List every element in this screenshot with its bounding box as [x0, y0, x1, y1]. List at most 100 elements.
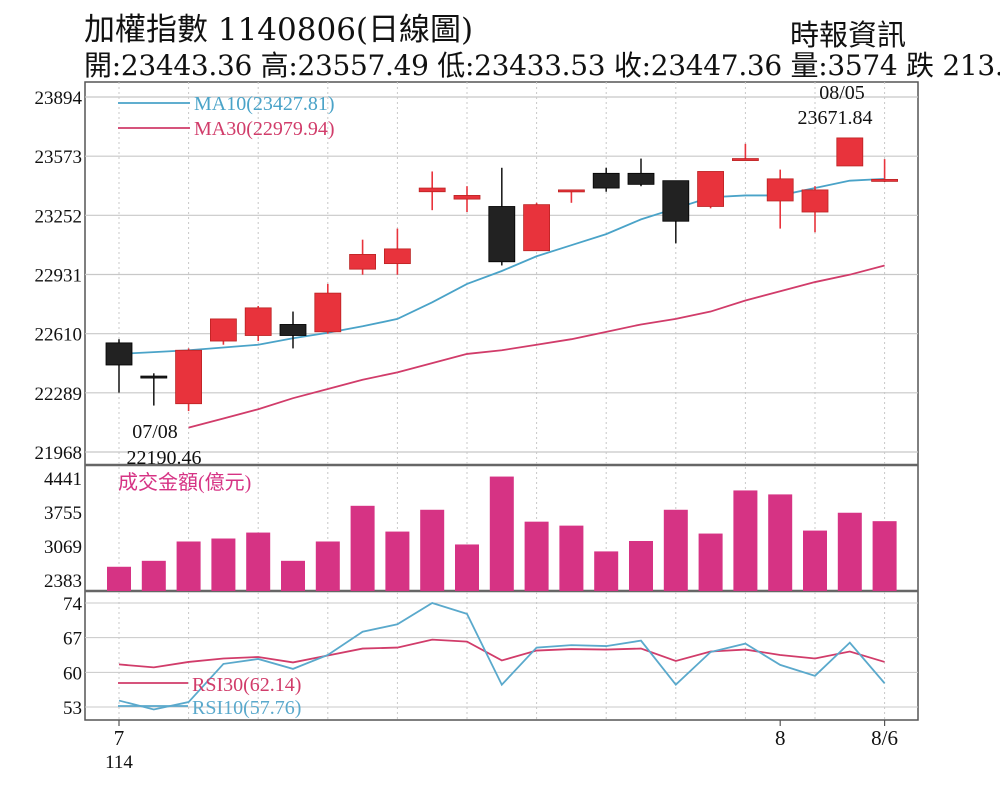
candle — [140, 373, 168, 406]
candle-body — [349, 254, 377, 270]
candle — [662, 180, 690, 244]
volume-bar — [246, 532, 271, 591]
volume-bar — [524, 521, 549, 591]
ma30-line — [188, 264, 885, 429]
plot-frame — [84, 81, 919, 721]
ohlc-summary: 開:23443.36 高:23557.49 低:23433.53 收:23447… — [84, 49, 1000, 82]
rsi10-legend-label: RSI10(57.76) — [192, 697, 301, 719]
candle-body — [662, 180, 690, 222]
volume-bar — [385, 531, 410, 591]
candle-body — [558, 189, 585, 193]
volume-bar — [837, 512, 862, 591]
price-tick-label: 22289 — [35, 384, 83, 405]
candle-body — [592, 172, 620, 189]
price-tick-label: 23252 — [35, 206, 83, 227]
candle-body — [209, 318, 237, 342]
volume-bar — [315, 541, 340, 591]
candle-body — [279, 324, 307, 336]
candle — [801, 186, 829, 233]
volume-bar — [629, 540, 653, 591]
candle — [871, 159, 898, 182]
candle — [349, 239, 377, 275]
candle — [314, 283, 342, 334]
candle-body — [105, 342, 133, 366]
volume-title: 成交金額(億元) — [118, 471, 251, 494]
candle — [523, 202, 550, 252]
candle — [383, 228, 411, 275]
price-tick-label: 22610 — [35, 325, 83, 346]
candle-body — [175, 349, 203, 405]
volume-tick-label: 3069 — [44, 537, 82, 558]
volume-bar — [350, 505, 375, 591]
volume-tick-label: 3755 — [44, 503, 82, 524]
volume-bar — [559, 525, 584, 591]
candle-body — [697, 171, 724, 207]
low-date-label: 07/08 — [132, 421, 178, 443]
candle-body — [488, 206, 516, 263]
x-axis-label: 8/6 — [871, 726, 898, 750]
candle-body — [871, 178, 898, 182]
ma10-legend-label: MA10(23427.81) — [194, 93, 335, 115]
rsi-tick-label: 53 — [63, 698, 82, 719]
x-axis-year-label: 114 — [105, 752, 133, 773]
volume-bar — [281, 560, 305, 591]
high-date-label: 08/05 — [819, 82, 865, 104]
candle — [279, 311, 307, 349]
volume-bar — [872, 521, 897, 591]
rsi10-line — [118, 602, 886, 711]
volume-bar — [733, 490, 758, 591]
candle-body — [627, 172, 655, 185]
candle-body — [836, 137, 864, 167]
price-tick-label: 22931 — [35, 266, 83, 287]
ma30-legend-label: MA30(22979.94) — [194, 118, 335, 140]
candle — [836, 137, 864, 167]
candle-body — [314, 292, 342, 333]
volume-bar — [455, 544, 479, 591]
candle — [244, 306, 272, 342]
low-value-label: 22190.46 — [127, 447, 202, 469]
volume-bar — [698, 533, 723, 591]
candle-body — [801, 189, 829, 213]
rsi30-legend-label: RSI30(62.14) — [192, 674, 301, 696]
candle — [488, 167, 516, 266]
candle-body — [418, 187, 446, 193]
candle — [732, 143, 759, 161]
candle — [418, 171, 446, 211]
x-axis-label: 7 — [114, 726, 125, 750]
rsi-tick-label: 67 — [63, 629, 82, 650]
candle — [592, 167, 620, 192]
price-tick-label: 23573 — [35, 147, 83, 168]
candle-body — [766, 178, 794, 202]
volume-bar — [420, 509, 445, 591]
rsi-tick-label: 60 — [63, 663, 82, 684]
candle — [209, 318, 237, 345]
price-tick-label: 21968 — [35, 443, 83, 464]
candle-body — [732, 158, 759, 161]
volume-tick-label: 4441 — [44, 469, 82, 490]
high-value-label: 23671.84 — [798, 107, 873, 129]
chart-title: 加權指數 1140806(日線圖) — [84, 12, 474, 48]
candle — [105, 339, 133, 393]
volume-bar — [594, 551, 619, 591]
price-tick-label: 23894 — [35, 88, 83, 109]
candle — [697, 171, 724, 209]
volume-bar — [768, 494, 793, 591]
volume-bar — [663, 509, 688, 591]
candle-body — [453, 195, 481, 200]
candle — [453, 186, 481, 213]
source-label: 時報資訊 — [790, 18, 907, 52]
candle-body — [244, 307, 272, 336]
candle-body — [523, 204, 550, 252]
volume-bar — [176, 541, 201, 591]
volume-bar — [141, 560, 166, 591]
volume-bar — [489, 476, 514, 591]
volume-bar — [107, 566, 131, 591]
volume-bar — [211, 538, 236, 591]
candle — [627, 158, 655, 187]
candle — [175, 348, 203, 412]
x-axis-label: 8 — [775, 726, 786, 750]
volume-tick-label: 2383 — [44, 571, 82, 592]
ma10-line — [118, 177, 885, 355]
candle — [558, 189, 585, 203]
